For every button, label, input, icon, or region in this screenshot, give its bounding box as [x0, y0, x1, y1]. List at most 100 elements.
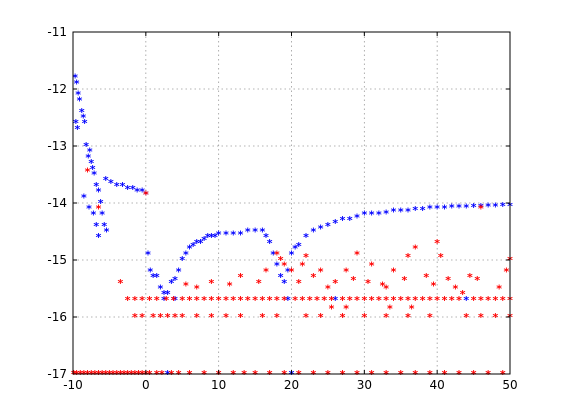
data-point-series-1: * — [154, 271, 160, 284]
data-point-series-2: * — [332, 277, 338, 290]
data-point-series-2: * — [387, 302, 393, 315]
data-point-series-2: * — [209, 277, 215, 290]
data-point-series-1: * — [96, 231, 102, 244]
data-point-series-1: * — [212, 231, 218, 244]
data-point-series-2: * — [278, 254, 284, 267]
data-point-series-1: * — [223, 228, 229, 241]
data-point-series-2: * — [201, 294, 207, 307]
data-point-series-1: * — [99, 208, 105, 221]
grid-lines — [73, 32, 510, 374]
data-point-series-1: * — [87, 146, 93, 159]
data-point-series-2: * — [369, 294, 375, 307]
data-point-series-2: * — [321, 294, 327, 307]
data-point-series-2: * — [303, 251, 309, 264]
data-point-series-2: * — [405, 294, 411, 307]
data-point-series-1: * — [347, 214, 353, 227]
data-point-series-2: * — [238, 311, 244, 324]
data-point-series-1: * — [130, 183, 136, 196]
y-tick-label: -13 — [47, 139, 67, 153]
data-point-series-1: * — [442, 203, 448, 216]
data-point-series-1: * — [72, 72, 78, 85]
data-point-series-2: * — [85, 166, 91, 179]
data-point-series-1: * — [252, 226, 258, 239]
data-point-series-1: * — [325, 220, 331, 233]
data-point-series-1: * — [471, 201, 477, 214]
data-point-series-2: * — [347, 294, 353, 307]
data-point-series-1: * — [259, 226, 265, 239]
data-point-series-2: * — [216, 294, 222, 307]
data-point-series-2: * — [314, 294, 320, 307]
data-point-series-1: * — [493, 200, 499, 213]
data-point-series-2: * — [361, 311, 367, 324]
data-point-series-1: * — [340, 214, 346, 227]
data-point-series-1: * — [318, 223, 324, 236]
x-tick-label: 30 — [357, 378, 372, 392]
data-point-series-2: * — [402, 274, 408, 287]
data-point-series-2: * — [318, 265, 324, 278]
data-point-series-2: * — [274, 248, 280, 261]
data-point-series-2: * — [165, 311, 171, 324]
data-point-series-2: * — [125, 294, 131, 307]
data-point-series-2: * — [485, 294, 491, 307]
data-point-series-2: * — [340, 294, 346, 307]
data-point-series-2: * — [238, 271, 244, 284]
data-point-series-1: * — [310, 226, 316, 239]
data-point-series-1: * — [209, 231, 215, 244]
data-point-series-2: * — [296, 277, 302, 290]
x-tick-label: -10 — [63, 378, 83, 392]
data-point-series-1: * — [143, 188, 149, 201]
data-point-series-1: * — [104, 226, 110, 239]
data-point-series-2: * — [172, 311, 178, 324]
data-point-series-2: * — [361, 294, 367, 307]
data-point-series-2: * — [398, 294, 404, 307]
data-point-series-1: * — [77, 94, 83, 107]
data-point-series-2: * — [259, 294, 265, 307]
data-point-series-2: * — [194, 294, 200, 307]
data-point-series-1: * — [420, 204, 426, 217]
data-point-series-1: * — [281, 277, 287, 290]
data-points: *************************** * * * * ** *******… — [71, 72, 513, 381]
data-point-series-2: * — [471, 294, 477, 307]
data-point-series-1: * — [168, 277, 174, 290]
data-point-series-2: * — [230, 294, 236, 307]
data-point-series-1: * — [500, 200, 506, 213]
data-point-series-2: * — [474, 274, 480, 287]
x-tick-label: 10 — [211, 378, 226, 392]
data-point-series-2: * — [259, 311, 265, 324]
data-point-series-2: * — [223, 294, 229, 307]
data-point-series-2: * — [500, 294, 506, 307]
data-point-series-2: * — [154, 294, 160, 307]
data-point-series-1: * — [187, 243, 193, 256]
data-point-series-1: * — [194, 237, 200, 250]
data-point-series-2: * — [405, 251, 411, 264]
data-point-series-2: * — [329, 294, 335, 307]
data-point-series-2: * — [343, 265, 349, 278]
data-point-series-1: * — [165, 288, 171, 301]
data-point-series-1: * — [238, 228, 244, 241]
data-point-series-1: * — [205, 231, 211, 244]
data-point-series-2: * — [423, 271, 429, 284]
data-point-series-2: * — [478, 294, 484, 307]
data-point-series-1: * — [289, 248, 295, 261]
data-point-series-2: * — [329, 302, 335, 315]
data-point-series-1: * — [267, 237, 273, 250]
data-point-series-1: * — [376, 208, 382, 221]
data-point-series-2: * — [171, 294, 177, 307]
x-tick-label: 20 — [284, 378, 299, 392]
data-point-series-2: * — [310, 271, 316, 284]
data-point-series-2: * — [139, 311, 145, 324]
data-point-series-1: * — [434, 203, 440, 216]
data-point-series-2: * — [478, 203, 484, 216]
data-point-series-2: * — [383, 283, 389, 296]
data-point-series-1: * — [80, 112, 86, 125]
data-point-series-2: * — [292, 294, 298, 307]
data-point-series-1: * — [139, 186, 145, 199]
data-point-series-1: * — [91, 208, 97, 221]
data-point-series-1: * — [91, 169, 97, 182]
data-point-series-1: * — [74, 77, 80, 90]
data-point-series-1: * — [88, 157, 94, 170]
data-point-series-2: * — [354, 248, 360, 261]
data-point-series-1: * — [463, 202, 469, 215]
data-point-series-1: * — [134, 186, 140, 199]
